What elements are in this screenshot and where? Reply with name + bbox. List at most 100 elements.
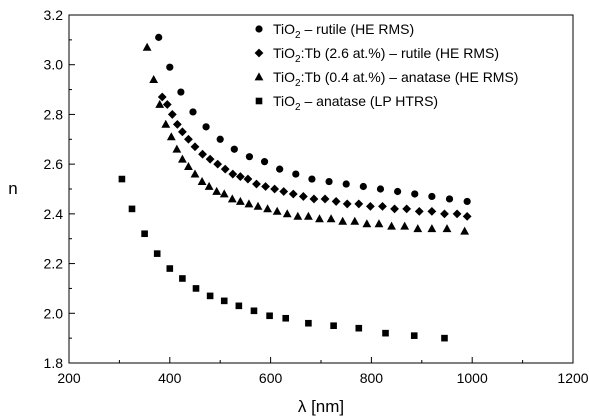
data-point	[452, 209, 462, 219]
data-point	[189, 108, 197, 116]
data-point	[440, 209, 449, 219]
data-point	[197, 176, 207, 185]
data-point	[272, 206, 282, 215]
data-point	[463, 197, 471, 206]
data-point	[365, 202, 375, 211]
data-point	[304, 211, 313, 220]
data-point	[350, 216, 360, 225]
data-point	[162, 100, 172, 109]
data-point	[250, 307, 258, 315]
data-point	[263, 204, 272, 213]
data-point	[227, 194, 237, 203]
x-tick-label: 800	[360, 370, 384, 386]
data-point	[445, 195, 454, 203]
y-tick-label: 3.2	[44, 7, 64, 23]
x-axis-title: λ [nm]	[298, 397, 344, 416]
data-point	[261, 182, 270, 191]
data-point	[177, 88, 185, 96]
data-point	[320, 194, 330, 204]
series-triangle	[142, 42, 470, 235]
data-point	[245, 153, 254, 161]
data-points	[118, 33, 472, 342]
data-point	[161, 119, 171, 128]
data-point	[243, 174, 253, 184]
data-point	[411, 190, 419, 198]
axis-tick-labels: 200 400 600 800 1000 1200 1.8 2.0 2.2 2.4 2.6 2.8 3.…	[44, 7, 589, 386]
data-point	[462, 211, 472, 221]
data-point	[157, 92, 167, 102]
data-point	[166, 265, 174, 272]
legend-entry: TiO2:Tb (0.4 at.%) – anatase (HE RMS)	[273, 69, 518, 89]
data-point	[309, 194, 319, 204]
x-tick-label: 600	[259, 370, 283, 386]
data-point	[166, 63, 174, 71]
y-tick-label: 2.8	[44, 106, 64, 122]
data-point	[166, 132, 176, 141]
data-point	[355, 324, 363, 332]
data-point	[390, 204, 399, 214]
data-point	[260, 158, 269, 166]
data-point	[190, 142, 200, 152]
x-tick-label: 200	[57, 370, 81, 386]
data-point	[149, 75, 159, 84]
data-point	[414, 206, 424, 216]
y-axis-title: n	[8, 179, 17, 198]
data-point	[342, 199, 352, 209]
data-point	[202, 123, 210, 131]
data-point	[206, 292, 214, 300]
data-point	[220, 297, 228, 305]
data-point	[192, 285, 200, 292]
y-tick-label: 2.6	[44, 156, 64, 172]
legend: TiO2 – rutile (HE RMS) TiO2:Tb (2.6 at.%)…	[254, 21, 518, 113]
y-tick-label: 3.0	[44, 57, 64, 73]
data-point	[442, 224, 452, 233]
data-point	[244, 199, 254, 208]
y-tick-label: 2.0	[44, 305, 64, 321]
data-point	[305, 319, 312, 327]
series-diamond	[157, 92, 472, 221]
data-point	[282, 314, 290, 322]
data-point	[282, 209, 292, 218]
data-point	[118, 175, 126, 183]
data-point	[326, 214, 336, 223]
data-point	[402, 204, 412, 214]
x-tick-label: 1200	[557, 370, 588, 386]
data-point	[142, 42, 152, 51]
data-point	[179, 275, 186, 282]
data-point	[153, 250, 161, 257]
data-point	[235, 172, 245, 181]
data-point	[427, 206, 437, 216]
data-point	[230, 145, 238, 153]
data-point	[276, 165, 284, 173]
legend-marker-square	[255, 97, 263, 105]
data-point	[252, 179, 261, 189]
data-point	[266, 312, 273, 320]
data-point	[178, 127, 187, 137]
y-tick-label: 1.8	[44, 355, 64, 371]
data-point	[378, 202, 387, 211]
data-point	[342, 180, 350, 188]
data-point	[292, 170, 300, 178]
data-point	[155, 99, 165, 108]
y-tick-label: 2.2	[44, 256, 64, 272]
data-point	[205, 154, 215, 164]
data-point	[155, 33, 163, 41]
data-point	[308, 175, 316, 183]
data-point	[413, 224, 423, 233]
data-point	[441, 334, 448, 342]
data-point	[235, 302, 243, 310]
data-point	[427, 224, 437, 233]
data-point	[315, 214, 324, 223]
legend-entry: TiO2:Tb (2.6 at.%) – rutile (HE RMS)	[273, 45, 499, 65]
data-point	[172, 119, 182, 129]
data-point	[359, 182, 367, 191]
data-point	[216, 135, 224, 143]
legend-entry: TiO2 – rutile (HE RMS)	[273, 21, 414, 41]
plot-frame	[68, 14, 574, 364]
data-point	[212, 186, 222, 195]
data-point	[330, 322, 337, 330]
data-point	[190, 169, 200, 178]
data-point	[184, 134, 193, 144]
x-tick-label: 400	[158, 370, 182, 386]
